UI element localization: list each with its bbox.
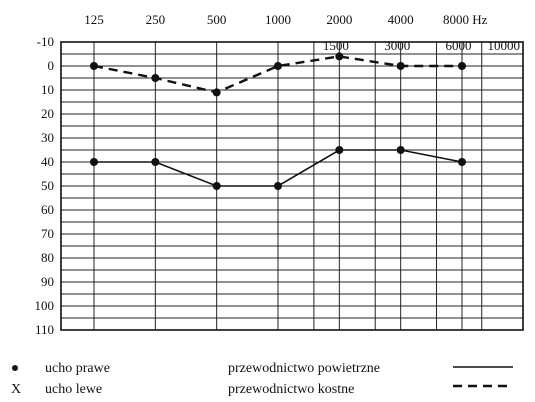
- y-tick-label: 20: [41, 106, 54, 121]
- x-top-tick-label: 4000: [388, 12, 414, 27]
- x-mid-tick-label: 6000: [446, 38, 472, 53]
- bone-data-point: [90, 62, 98, 70]
- x-top-tick-label: 125: [84, 12, 104, 27]
- mid-frequency-gridlines: [313, 42, 483, 330]
- bone-data-point: [274, 62, 282, 70]
- y-tick-label: -10: [37, 34, 54, 49]
- legend-left-ear-label: ucho lewe: [45, 382, 102, 397]
- y-tick-label: 110: [35, 322, 54, 337]
- y-tick-label: 60: [41, 202, 54, 217]
- y-tick-label: 100: [35, 298, 55, 313]
- air-data-point: [458, 158, 466, 166]
- y-tick-label: 40: [41, 154, 54, 169]
- series-layer: [90, 52, 466, 190]
- x-top-tick-label: 1000: [265, 12, 291, 27]
- y-tick-label: 80: [41, 250, 54, 265]
- bone-data-point: [212, 88, 221, 97]
- y-tick-label: 0: [48, 58, 55, 73]
- horizontal-gridlines: [61, 41, 523, 331]
- bone-data-point: [458, 62, 466, 70]
- bone-data-point: [396, 62, 405, 70]
- x-mid-tick-label: 10000: [487, 38, 520, 53]
- x-top-tick-label: 250: [146, 12, 166, 27]
- legend-air-conduction-label: przewodnictwo powietrzne: [228, 361, 380, 376]
- x-mid-tick-label: 1500: [323, 38, 349, 53]
- legend-right-ear-dot-icon: [12, 365, 18, 371]
- plot-frame: [60, 41, 524, 331]
- air-data-point: [396, 146, 405, 154]
- x-mid-tick-label: 3000: [384, 38, 410, 53]
- x-top-tick-label: 500: [207, 12, 227, 27]
- x-top-tick-label: 8000 Hz: [443, 12, 488, 27]
- y-tick-label: 90: [41, 274, 54, 289]
- y-tick-label: 70: [41, 226, 54, 241]
- air-data-point: [335, 146, 344, 154]
- air-data-point: [212, 182, 221, 190]
- legend-left-ear-x-icon: X: [11, 382, 21, 397]
- bone-data-point: [151, 74, 160, 82]
- air-data-point: [151, 158, 160, 166]
- y-tick-label: 30: [41, 130, 54, 145]
- y-tick-label: 10: [41, 82, 54, 97]
- air-data-point: [274, 182, 282, 190]
- air-data-point: [90, 158, 98, 166]
- bone-data-point: [335, 52, 344, 61]
- y-tick-label: 50: [41, 178, 54, 193]
- mid-frequency-labels: 1500 3000 6000 10000: [323, 38, 520, 53]
- legend-right-ear-label: ucho prawe: [45, 361, 110, 376]
- legend: ucho prawe X ucho lewe przewodnictwo pow…: [11, 361, 513, 397]
- legend-bone-conduction-label: przewodnictwo kostne: [228, 382, 354, 397]
- top-frequency-labels: 125 250 500 1000 2000 4000 8000 Hz: [84, 12, 487, 27]
- x-top-tick-label: 2000: [326, 12, 352, 27]
- y-axis-labels: -10 0 10 20 30 40 50 60 70 80 90 100 110: [35, 34, 55, 337]
